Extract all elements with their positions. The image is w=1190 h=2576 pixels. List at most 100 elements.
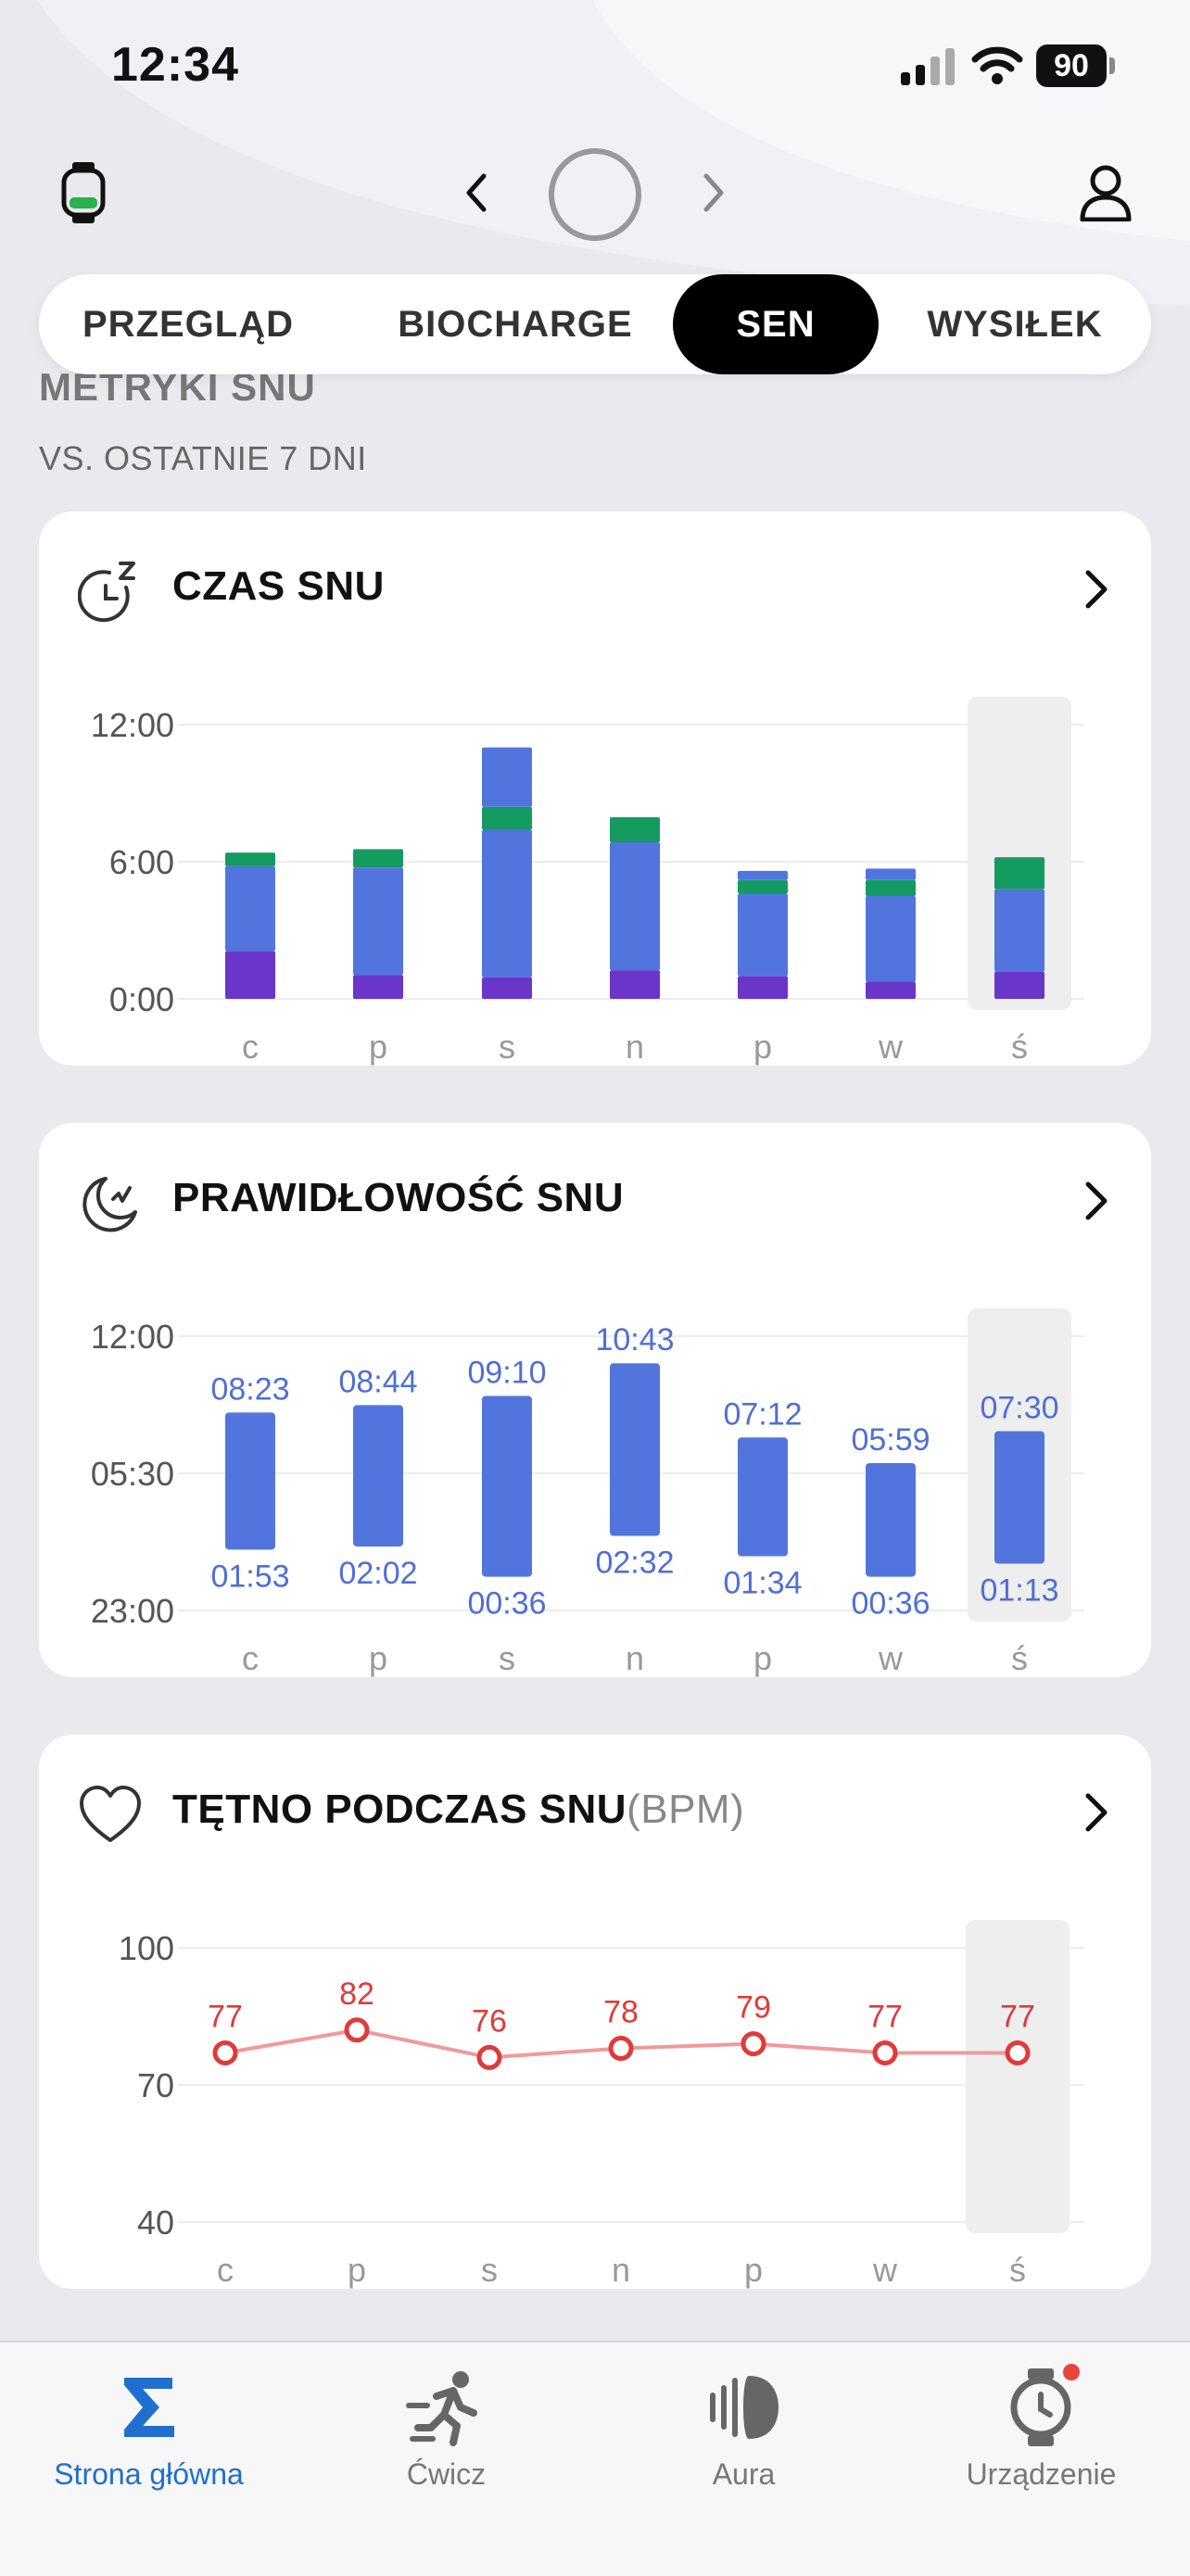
- sleep-clock-icon: [78, 562, 135, 623]
- y-tick-label: 05:30: [91, 1455, 174, 1493]
- awake-light-segment: [866, 868, 916, 880]
- tab-biocharge[interactable]: BIOCHARGE: [398, 304, 633, 345]
- bedtime-label: 01:13: [980, 1573, 1058, 1609]
- bedtime-label: 01:34: [723, 1566, 802, 1601]
- chevron-right-icon[interactable]: [1082, 569, 1110, 610]
- nav-label: Strona główna: [54, 2457, 244, 2491]
- heart-rate-point: [212, 2039, 238, 2065]
- bedtime-label: 01:53: [210, 1559, 289, 1594]
- y-tick-label: 40: [137, 2203, 174, 2241]
- heart-rate-value-label: 76: [472, 2003, 507, 2039]
- date-picker-button[interactable]: [547, 146, 643, 243]
- x-tick-label: ś: [1009, 2251, 1026, 2289]
- wake-time-label: 05:59: [851, 1422, 930, 1458]
- deep-sleep-segment: [225, 951, 275, 999]
- heart-rate-value-label: 77: [867, 1999, 903, 2034]
- heart-rate-value-label: 78: [603, 1995, 639, 2030]
- heart-rate-point: [608, 2036, 634, 2062]
- card-title: CZAS SNU: [172, 563, 385, 609]
- light-sleep-segment: [225, 865, 275, 952]
- chevron-right-icon[interactable]: [1082, 1792, 1110, 1833]
- sleep-time-card[interactable]: CZAS SNU 12:00 6:00 0:00 c p s n p w ś: [39, 511, 1151, 1066]
- sleep-window-bar: [482, 1395, 532, 1577]
- bottom-navigation: Strona główna Ćwicz Aura Urządzenie: [0, 2341, 1190, 2576]
- tab-przeglad[interactable]: PRZEGLĄD: [82, 304, 294, 345]
- heart-rate-value-label: 77: [208, 1999, 243, 2034]
- nav-home[interactable]: Strona główna: [0, 2342, 298, 2528]
- x-tick-label: s: [481, 2251, 498, 2289]
- heart-rate-value-label: 77: [1000, 1999, 1035, 2034]
- awake-light-segment: [738, 870, 788, 880]
- x-tick-label: c: [242, 1639, 259, 1677]
- sleep-heart-rate-card[interactable]: TĘTNO PODCZAS SNU(BPM) 100 70 40 77 82 76 78 79…: [39, 1735, 1151, 2289]
- light-sleep-segment: [994, 889, 1044, 972]
- card-title-text: TĘTNO PODCZAS SNU: [172, 1787, 627, 1832]
- x-tick-label: s: [499, 1028, 515, 1066]
- nav-aura[interactable]: Aura: [595, 2342, 892, 2528]
- heart-rate-value-label: 79: [736, 1990, 771, 2026]
- tab-sen[interactable]: SEN: [673, 274, 879, 374]
- card-header: TĘTNO PODCZAS SNU(BPM): [39, 1735, 1151, 1883]
- awake-light-segment: [482, 747, 532, 807]
- wake-time-label: 08:23: [210, 1371, 289, 1407]
- runner-icon: [406, 2371, 477, 2446]
- x-tick-label: n: [612, 2251, 630, 2289]
- x-tick-label: c: [242, 1028, 259, 1066]
- selected-day-highlight: [968, 697, 1071, 1010]
- sleep-window-bar: [738, 1437, 788, 1557]
- heart-rate-point: [344, 2017, 370, 2043]
- rem-sleep-segment: [994, 857, 1044, 890]
- watch-icon: [1010, 2364, 1080, 2446]
- profile-button[interactable]: [1073, 158, 1138, 228]
- x-tick-label: ś: [1011, 1028, 1028, 1066]
- x-tick-label: p: [753, 1028, 772, 1066]
- y-tick-label: 0:00: [109, 980, 174, 1018]
- nav-exercise[interactable]: Ćwicz: [298, 2342, 595, 2528]
- previous-day-button[interactable]: [449, 165, 504, 221]
- light-sleep-segment: [482, 829, 532, 978]
- next-day-button[interactable]: [686, 165, 741, 221]
- tab-wysilek[interactable]: WYSIŁEK: [927, 304, 1103, 345]
- status-bar: 12:34 90: [0, 0, 1190, 139]
- card-title-unit: (BPM): [627, 1787, 745, 1832]
- rem-sleep-segment: [866, 879, 916, 896]
- heart-rate-point: [1005, 2039, 1031, 2065]
- light-sleep-segment: [866, 896, 916, 982]
- sleep-regularity-chart: 12:00 05:30 23:00 08:23 01:53 08:44 02:02 09:10…: [91, 1308, 1084, 1677]
- card-header: PRAWIDŁOWOŚĆ SNU: [39, 1123, 1151, 1271]
- section-subtitle: VS. OSTATNIE 7 DNI: [39, 439, 367, 477]
- sleep-regularity-card[interactable]: PRAWIDŁOWOŚĆ SNU 12:00 05:30 23:00 08:23 01:…: [39, 1123, 1151, 1677]
- wake-time-label: 07:12: [723, 1396, 802, 1432]
- sleep-time-chart: 12:00 6:00 0:00 c p s n p w ś: [91, 697, 1084, 1066]
- light-sleep-segment: [738, 893, 788, 977]
- x-tick-label: p: [744, 2251, 763, 2289]
- x-tick-label: n: [626, 1639, 644, 1677]
- chevron-right-icon[interactable]: [1082, 1181, 1110, 1221]
- x-tick-label: n: [626, 1028, 644, 1066]
- bedtime-label: 02:32: [595, 1546, 674, 1581]
- nav-device[interactable]: Urządzenie: [892, 2342, 1190, 2528]
- deep-sleep-segment: [866, 981, 916, 999]
- rem-sleep-segment: [610, 816, 660, 843]
- deep-sleep-segment: [994, 971, 1044, 999]
- battery-level: 90: [1036, 44, 1107, 87]
- x-tick-label: w: [872, 2251, 898, 2289]
- sleep-window-bar: [610, 1363, 660, 1536]
- heart-icon: [80, 1786, 141, 1842]
- rem-sleep-segment: [353, 849, 403, 868]
- x-tick-label: s: [499, 1639, 515, 1677]
- chevron-right-icon: [703, 173, 724, 212]
- bedtime-label: 00:36: [851, 1586, 930, 1622]
- battery-nub: [1109, 57, 1115, 74]
- rem-sleep-segment: [738, 879, 788, 894]
- sigma-icon: [124, 2378, 174, 2437]
- sleep-window-bar: [353, 1405, 403, 1547]
- deep-sleep-segment: [482, 977, 532, 999]
- deep-sleep-segment: [738, 976, 788, 999]
- light-sleep-segment: [610, 842, 660, 971]
- rem-sleep-segment: [225, 852, 275, 866]
- card-title: PRAWIDŁOWOŚĆ SNU: [172, 1175, 625, 1220]
- y-tick-label: 12:00: [91, 1318, 174, 1356]
- device-watch-button[interactable]: [52, 156, 115, 230]
- sleep-window-bar: [225, 1412, 275, 1550]
